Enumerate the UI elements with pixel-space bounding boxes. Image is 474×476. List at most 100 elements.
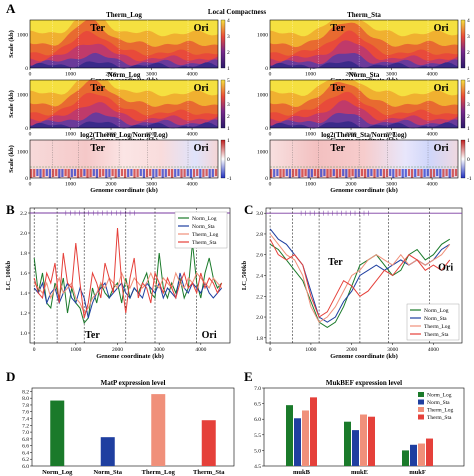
line-chart-b: 0 1000 2000 3000 4000 1.0 1.2 1.4 1.6 1.8 2.0 2.2 Ge… <box>5 207 231 360</box>
diff-stripe <box>73 169 77 176</box>
diff-stripe <box>98 169 102 177</box>
series-line-therm-sta <box>269 238 451 318</box>
heatmap-title: log2(Therm_Log/Norm_Log) <box>80 131 168 139</box>
legend-entry: Norm_Log <box>424 308 449 314</box>
diff-stripe <box>136 169 139 177</box>
y-tick-label: 3.0 <box>256 211 263 217</box>
diff-stripe <box>186 169 189 176</box>
diff-stripe <box>205 169 208 176</box>
diff-stripe <box>67 169 70 178</box>
diff-stripe <box>177 169 180 176</box>
bar-mukf-therm-sta <box>426 438 433 466</box>
colorbar-tick: 2 <box>227 114 230 120</box>
diff-stripe <box>174 169 177 177</box>
x-tick-label: 4000 <box>187 72 198 78</box>
category-label: Norm_Log <box>42 469 73 476</box>
diff-stripe <box>317 169 320 178</box>
x-tick-label: 1000 <box>305 72 316 78</box>
diff-stripe <box>83 169 86 176</box>
diff-stripe <box>436 169 439 176</box>
diff-stripe <box>102 169 105 176</box>
y-tick-label: 7.0 <box>22 430 29 436</box>
diff-stripe <box>120 169 124 176</box>
x-tick-label: 2000 <box>346 132 357 138</box>
legend-swatch <box>418 392 424 397</box>
diff-stripe <box>426 169 429 176</box>
colorbar-tick: 2 <box>467 114 470 120</box>
diff-stripe <box>445 169 448 176</box>
diff-stripe <box>442 169 445 177</box>
diff-stripe <box>382 169 385 178</box>
diff-stripe <box>95 169 98 178</box>
ori-label: Ori <box>194 83 209 94</box>
colorbar-tick: 1 <box>467 138 470 144</box>
heat-band <box>30 61 218 69</box>
x-tick-label: 2000 <box>346 182 357 188</box>
legend-entry: Norm_Log <box>192 216 217 222</box>
x-tick-label: 3000 <box>386 182 397 188</box>
legend-entry: Norm_Sta <box>427 400 450 406</box>
y-tick-label: 5.0 <box>254 448 261 454</box>
y-tick-label: 1.8 <box>256 336 263 342</box>
heatmap-panel: log2(Therm_Sta/Norm_Log)0 1000 2000 3000 400… <box>257 131 472 194</box>
region-annotation: Ori <box>438 262 453 273</box>
y-tick-label: 2.4 <box>256 274 263 280</box>
heat-band <box>30 52 218 68</box>
diff-stripe <box>108 169 111 177</box>
diff-stripe <box>392 169 395 178</box>
y-tick-label: 1.6 <box>20 271 27 277</box>
diff-stripe <box>295 169 298 176</box>
diff-stripe <box>55 169 58 176</box>
diff-stripe <box>180 169 183 178</box>
colorbar-tick: 3 <box>467 34 470 40</box>
x-tick-label: 2000 <box>346 72 357 78</box>
x-tick-label: 2000 <box>346 347 357 353</box>
diff-stripe <box>39 169 42 178</box>
panel-label-c: C <box>244 202 253 217</box>
diff-stripe <box>439 169 442 178</box>
diff-stripe <box>171 169 174 178</box>
series-line-norm-log <box>33 242 223 325</box>
plot-frame <box>31 387 235 467</box>
diff-stripe <box>70 169 73 177</box>
bar-mukb-therm-sta <box>310 397 317 466</box>
diff-stripe <box>298 169 301 178</box>
ori-label: Ori <box>194 143 209 154</box>
legend-entry: Norm_Sta <box>192 224 215 230</box>
chart-title: MukBEF expression level <box>326 379 402 387</box>
colorbar <box>460 79 466 129</box>
series-line-therm-log <box>33 271 223 314</box>
heatmap-title: Therm_Sta <box>347 11 381 19</box>
x-tick-label: 2000 <box>106 132 117 138</box>
x-axis-label: Genome coordinate (kb) <box>90 187 158 194</box>
category-label: Norm_Sta <box>93 469 122 476</box>
heatmap-frame <box>29 79 219 129</box>
bar-chart-e: MukBEF expression level mukB mukE mukF 4.5 5.… <box>254 379 465 476</box>
diff-stripe <box>398 169 401 176</box>
diff-stripe <box>199 169 202 178</box>
y-tick-label: 5.5 <box>254 433 261 439</box>
legend-entry: Therm_Sta <box>424 332 449 338</box>
diff-stripe <box>351 169 354 176</box>
colorbar <box>220 139 226 179</box>
diff-stripe <box>214 169 218 176</box>
x-tick-label: 1000 <box>305 347 316 353</box>
x-tick-label: 1000 <box>65 72 76 78</box>
colorbar-tick: 1 <box>227 66 230 72</box>
heat-band <box>270 53 458 68</box>
diff-stripe <box>117 169 120 177</box>
colorbar-tick: 0 <box>227 157 230 163</box>
y-tick-label: 7.8 <box>22 403 29 409</box>
colorbar-tick: 3 <box>227 34 230 40</box>
y-tick-label: 2.0 <box>20 231 27 237</box>
y-tick-label: 0 <box>25 66 28 72</box>
diff-stripe <box>196 169 199 176</box>
diff-stripe <box>370 169 373 176</box>
y-tick-label: 0 <box>265 176 268 182</box>
x-tick-label: 0 <box>269 182 272 188</box>
bar-mukb-therm-log <box>302 410 309 466</box>
diff-stripe <box>376 169 379 177</box>
diff-stripe <box>45 169 48 176</box>
y-tick-label: 7.0 <box>254 386 261 392</box>
diff-stripe <box>270 169 273 178</box>
